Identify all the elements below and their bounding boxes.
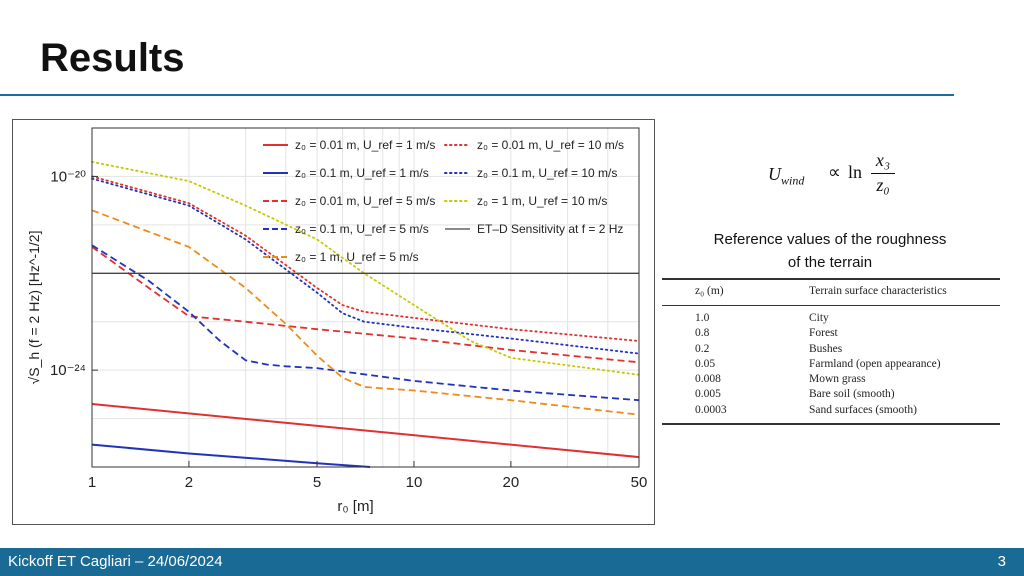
- series-line-1: [91, 443, 371, 468]
- legend-label-3: z₀ = 0.1 m, U_ref = 5 m/s: [295, 222, 429, 236]
- chart-figure: 1 2 5 10 20 50 10⁻²⁰ 10⁻²⁴ r₀ [m] √S_h (f = 2 Hz)…: [12, 119, 655, 525]
- series-line-2: [91, 246, 640, 364]
- table-caption: Reference values of the roughness of the…: [682, 228, 978, 274]
- table-header-row: z₀ (m) Terrain surface characteristics: [662, 280, 1000, 302]
- table-cell: Bushes: [809, 342, 843, 355]
- legend-label-5: z₀ = 0.01 m, U_ref = 10 m/s: [477, 138, 624, 152]
- table-header-cell: Terrain surface characteristics: [809, 285, 947, 297]
- formula-lhs-symbol: U: [768, 164, 781, 184]
- table-cell: 0.005: [695, 388, 721, 401]
- formula-lhs: Uwind: [768, 164, 804, 189]
- table-row: 1.0 City: [662, 311, 1000, 326]
- footer-text: Kickoff ET Cagliari – 24/06/2024: [8, 553, 223, 570]
- table-row: 0.8 Forest: [662, 326, 1000, 341]
- page-number: 3: [997, 553, 1006, 570]
- fraction-bar: [871, 173, 895, 174]
- table-cell: Sand surfaces (smooth): [809, 403, 917, 416]
- table-bottom-rule: [662, 423, 1000, 426]
- y-tick-label: 10⁻²⁴: [50, 362, 86, 379]
- table-cell: Bare soil (smooth): [809, 388, 895, 401]
- table-cell: 0.008: [695, 373, 721, 386]
- x-tick-label: 2: [185, 474, 193, 491]
- chart-svg: 1 2 5 10 20 50 10⁻²⁰ 10⁻²⁴ r₀ [m] √S_h (f = 2 Hz)…: [26, 127, 648, 515]
- y-tick-label: 10⁻²⁰: [50, 168, 86, 185]
- x-tick-label: 10: [406, 474, 423, 491]
- formula-numerator: x₃: [875, 150, 891, 170]
- x-tick-label: 5: [313, 474, 321, 491]
- caption-line-1: Reference values of the roughness: [713, 231, 947, 248]
- legend-label-8: ET–D Sensitivity at f = 2 Hz: [477, 222, 623, 236]
- formula-ln: ln: [848, 162, 863, 182]
- table-cell: 0.8: [695, 327, 710, 340]
- series-line-0: [91, 403, 640, 459]
- table-cell: 0.0003: [695, 403, 727, 416]
- title-underline: [0, 94, 954, 96]
- table-cell: 0.2: [695, 342, 710, 355]
- y-axis-label: √S_h (f = 2 Hz) [Hz^-1/2]: [26, 231, 42, 385]
- table-row: 0.05 Farmland (open appearance): [662, 357, 1000, 372]
- legend-label-0: z₀ = 0.01 m, U_ref = 1 m/s: [295, 138, 435, 152]
- series-line-6: [91, 177, 640, 355]
- table-row: 0.008 Mown grass: [662, 372, 1000, 387]
- legend-label-4: z₀ = 1 m, U_ref = 5 m/s: [295, 250, 419, 264]
- formula-denominator: z₀: [876, 175, 890, 195]
- table-row: 0.0003 Sand surfaces (smooth): [662, 403, 1000, 418]
- table-cell: 1.0: [695, 312, 710, 324]
- table-row: 0.005 Bare soil (smooth): [662, 387, 1000, 402]
- plot-area-frame: [91, 127, 640, 468]
- wind-formula: Uwind ∝ ln x₃ z₀: [768, 150, 918, 206]
- series-line-5: [91, 175, 640, 342]
- legend-label-6: z₀ = 0.1 m, U_ref = 10 m/s: [477, 166, 617, 180]
- legend-label-2: z₀ = 0.01 m, U_ref = 5 m/s: [295, 194, 435, 208]
- caption-line-2: of the terrain: [787, 254, 873, 271]
- x-tick-label: 50: [631, 474, 648, 491]
- table-mid-rule: [662, 305, 1000, 306]
- table-body: 1.0 City 0.8 Forest 0.2 Bushes 0.05 Farm…: [662, 306, 1000, 420]
- footer-bar: Kickoff ET Cagliari – 24/06/2024 3: [0, 548, 1024, 576]
- table-cell: City: [809, 312, 829, 324]
- table-top-rule: [662, 278, 1000, 280]
- legend-label-1: z₀ = 0.1 m, U_ref = 1 m/s: [295, 166, 429, 180]
- x-axis-label: r₀ [m]: [337, 498, 373, 515]
- page-title: Results: [40, 36, 185, 80]
- roughness-table: z₀ (m) Terrain surface characteristics 1…: [662, 278, 1000, 426]
- table-cell: Farmland (open appearance): [809, 357, 941, 370]
- formula-relation: ∝: [828, 162, 841, 182]
- series-line-4: [91, 209, 640, 416]
- legend-label-7: z₀ = 1 m, U_ref = 10 m/s: [477, 194, 607, 208]
- table-cell: Forest: [809, 327, 838, 340]
- table-row: 0.2 Bushes: [662, 342, 1000, 357]
- x-tick-label: 1: [88, 474, 96, 491]
- series-line-3: [91, 244, 640, 402]
- series-line-7: [91, 161, 640, 376]
- table-cell: Mown grass: [809, 373, 866, 386]
- x-tick-label: 20: [503, 474, 520, 491]
- formula-fraction: x₃ z₀: [871, 150, 895, 197]
- formula-lhs-subscript: wind: [781, 173, 805, 188]
- table-header-cell: z₀ (m): [695, 285, 724, 297]
- table-cell: 0.05: [695, 357, 716, 370]
